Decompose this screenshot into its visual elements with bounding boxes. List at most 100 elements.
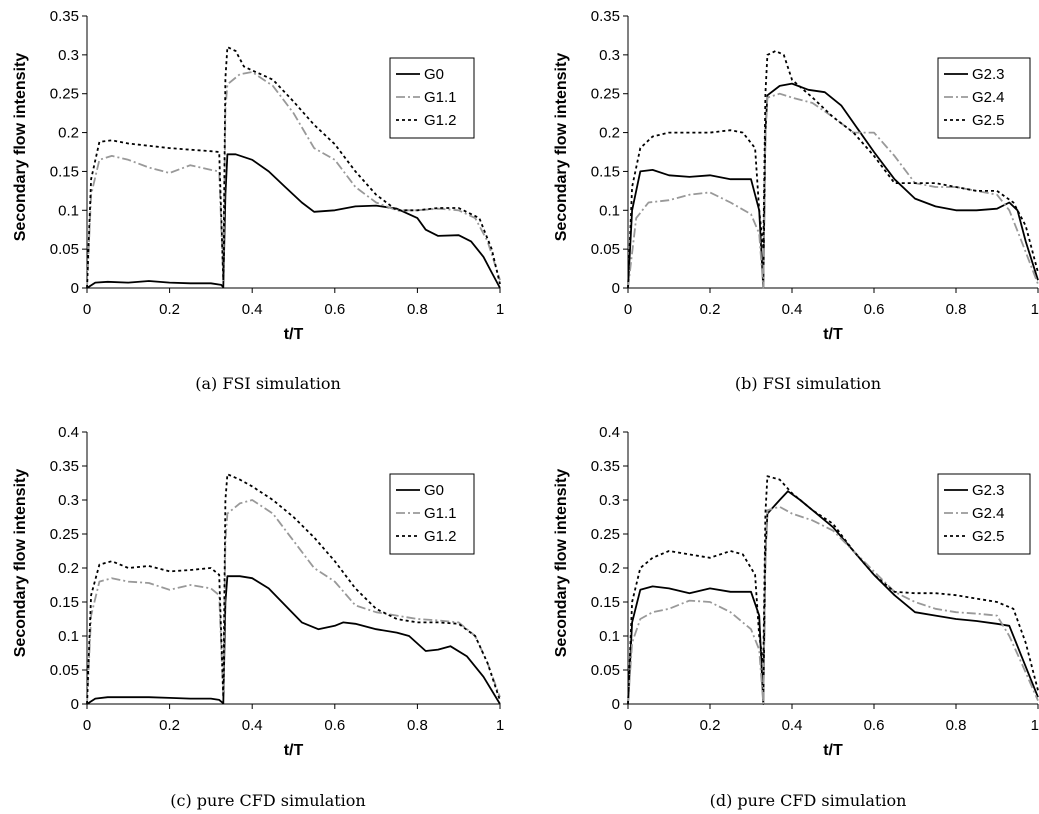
y-tick-label: 0.15 — [50, 163, 79, 180]
legend-label: G1.1 — [424, 505, 457, 522]
y-tick-label: 0.2 — [58, 560, 79, 577]
x-tick-label: 0.4 — [782, 717, 803, 734]
legend-label: G0 — [424, 482, 444, 499]
x-tick-label: 0.4 — [242, 717, 263, 734]
x-tick-label: 0.4 — [242, 301, 263, 318]
x-tick-label: 0.2 — [700, 301, 721, 318]
y-tick-label: 0.3 — [599, 492, 620, 509]
y-tick-label: 0.25 — [591, 86, 620, 103]
legend-label: G1.2 — [424, 528, 457, 545]
y-tick-label: 0.35 — [591, 458, 620, 475]
x-axis-title: t/T — [284, 326, 304, 343]
panel-b: 0 0.05 0.1 0.15 0.2 0.25 0.3 0.35 0 0.2 0.4 0.6 0.8 1… — [553, 8, 1039, 393]
x-tick-label: 0 — [624, 301, 632, 318]
x-tick-label: 1 — [1031, 301, 1039, 318]
y-tick-label: 0.15 — [591, 594, 620, 611]
x-tick-label: 0.6 — [864, 301, 885, 318]
x-tick-label: 0.8 — [407, 301, 428, 318]
x-tick-label: 1 — [496, 717, 504, 734]
y-tick-label: 0.25 — [50, 86, 79, 103]
x-tick-label: 0.2 — [159, 301, 180, 318]
x-tick-label: 0.6 — [324, 717, 345, 734]
y-axis-title: Secondary flow intensity — [12, 53, 29, 242]
y-tick-label: 0.2 — [599, 125, 620, 142]
y-tick-label: 0.1 — [58, 628, 79, 645]
legend-label: G2.4 — [972, 505, 1005, 522]
legend-label: G1.2 — [424, 112, 457, 129]
x-tick-label: 0.8 — [946, 717, 967, 734]
series-line-G2-3 — [627, 490, 1039, 705]
y-axis-title: Secondary flow intensity — [12, 469, 29, 658]
y-tick-label: 0.2 — [599, 560, 620, 577]
x-tick-label: 0.4 — [782, 301, 803, 318]
series-line-G0 — [86, 575, 501, 705]
y-tick-label: 0 — [71, 280, 79, 297]
y-tick-label: 0.3 — [599, 47, 620, 64]
y-tick-label: 0.4 — [599, 424, 620, 441]
y-tick-label: 0.3 — [58, 492, 79, 509]
x-axis-title: t/T — [823, 742, 843, 759]
legend-box — [937, 57, 1031, 139]
panel-caption: (c) pure CFD simulation — [170, 791, 365, 810]
legend-box — [389, 473, 475, 555]
panel-caption: (b) FSI simulation — [735, 374, 881, 393]
legend-label: G2.3 — [972, 482, 1005, 499]
panel-caption: (d) pure CFD simulation — [710, 791, 907, 810]
series-line-G1-2 — [86, 46, 501, 289]
legend-label: G2.5 — [972, 528, 1005, 545]
x-tick-label: 0.6 — [324, 301, 345, 318]
y-tick-label: 0.25 — [50, 526, 79, 543]
series-line-G2-5 — [627, 50, 1039, 289]
y-tick-label: 0.05 — [50, 662, 79, 679]
y-tick-label: 0.1 — [599, 628, 620, 645]
x-tick-label: 0 — [624, 717, 632, 734]
y-axis-title: Secondary flow intensity — [553, 53, 570, 242]
x-axis-title: t/T — [823, 326, 843, 343]
y-tick-label: 0.2 — [58, 125, 79, 142]
y-tick-label: 0.3 — [58, 47, 79, 64]
y-tick-label: 0.05 — [50, 241, 79, 258]
y-axis-title: Secondary flow intensity — [553, 469, 570, 658]
legend-label: G1.1 — [424, 89, 457, 106]
y-tick-label: 0 — [71, 696, 79, 713]
panel-d: 0 0.05 0.1 0.15 0.2 0.25 0.3 0.35 0.4 0 0.2 0.4 0.6 0… — [553, 424, 1039, 810]
x-tick-label: 0.2 — [700, 717, 721, 734]
series-line-G1-1 — [86, 499, 501, 705]
y-tick-label: 0 — [612, 696, 620, 713]
legend-label: G2.4 — [972, 89, 1005, 106]
x-tick-label: 0 — [83, 717, 91, 734]
x-tick-label: 1 — [496, 301, 504, 318]
legend-box — [389, 57, 475, 139]
y-tick-label: 0.4 — [58, 424, 79, 441]
series-line-G1-2 — [86, 473, 501, 705]
y-tick-label: 0.25 — [591, 526, 620, 543]
series-line-G1-1 — [86, 71, 501, 289]
series-line-G2-4 — [627, 505, 1039, 705]
legend-label: G0 — [424, 66, 444, 83]
y-tick-label: 0.15 — [50, 594, 79, 611]
panel-caption: (a) FSI simulation — [195, 374, 341, 393]
x-axis-title: t/T — [284, 742, 304, 759]
legend-label: G2.5 — [972, 112, 1005, 129]
x-tick-label: 0.2 — [159, 717, 180, 734]
y-tick-label: 0.1 — [58, 202, 79, 219]
panel-c: 0 0.05 0.1 0.15 0.2 0.25 0.3 0.35 0.4 0 0.2 0.4 0.6 0… — [12, 424, 504, 810]
x-tick-label: 0 — [83, 301, 91, 318]
y-tick-label: 0.05 — [591, 241, 620, 258]
legend-label: G2.3 — [972, 66, 1005, 83]
y-tick-label: 0 — [612, 280, 620, 297]
series-line-G2-5 — [627, 475, 1039, 705]
x-tick-label: 0.8 — [407, 717, 428, 734]
legend-box — [937, 473, 1031, 555]
y-tick-label: 0.15 — [591, 163, 620, 180]
series-line-G0 — [86, 153, 501, 289]
y-tick-label: 0.35 — [50, 8, 79, 25]
y-tick-label: 0.35 — [50, 458, 79, 475]
y-tick-label: 0.05 — [591, 662, 620, 679]
y-tick-label: 0.1 — [599, 202, 620, 219]
x-tick-label: 0.8 — [946, 301, 967, 318]
y-tick-label: 0.35 — [591, 8, 620, 25]
panel-a: 0 0.05 0.1 0.15 0.2 0.25 0.3 0.35 0 0.2 0.4 0.6 0.8 1… — [12, 8, 504, 393]
x-tick-label: 1 — [1031, 717, 1039, 734]
